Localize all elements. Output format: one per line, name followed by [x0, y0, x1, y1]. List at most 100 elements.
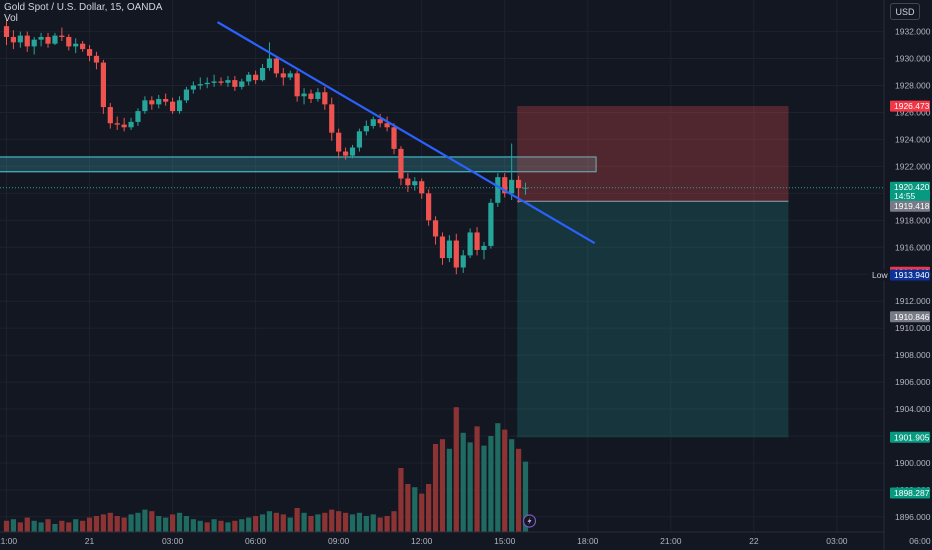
candle-body — [259, 67, 266, 81]
volume-bar — [453, 407, 459, 532]
volume-bar — [474, 426, 480, 532]
candle-body — [398, 148, 404, 179]
volume-bar — [426, 484, 432, 532]
volume-bar — [495, 423, 501, 532]
candle-body — [502, 177, 508, 194]
volume-bar — [266, 511, 273, 532]
candle-body — [467, 232, 473, 256]
candle-body — [239, 81, 245, 87]
trendline-layer[interactable] — [217, 21, 596, 245]
volume-bar — [211, 519, 217, 532]
candle-body — [342, 151, 349, 156]
candle-body — [377, 119, 383, 124]
candle-body — [329, 104, 335, 133]
volume-bar — [384, 516, 390, 532]
candle-body — [10, 36, 17, 43]
candle-body — [322, 92, 328, 105]
volume-bar — [363, 516, 369, 532]
candle-body — [17, 35, 23, 43]
volume-bar — [149, 511, 155, 532]
candle-body — [349, 147, 356, 156]
candle-body — [121, 124, 127, 128]
candle-body — [52, 35, 58, 44]
time-tick-label: 21 — [85, 536, 95, 546]
volume-bar — [142, 509, 148, 532]
candle-body — [384, 123, 390, 128]
price-tag-bg — [890, 487, 930, 499]
volume-bars — [3, 407, 529, 532]
volume-bar — [128, 514, 134, 532]
candle-body — [156, 98, 162, 105]
time-tick-label: 03:00 — [826, 536, 848, 546]
candle-body — [45, 36, 51, 44]
volume-bar — [121, 517, 127, 532]
stop-loss-zone — [517, 106, 789, 202]
candle-body — [59, 35, 65, 37]
candle-body — [204, 82, 210, 85]
price-tick-label: 1930.000 — [895, 54, 931, 64]
candle-body — [301, 93, 307, 97]
candle-body — [412, 181, 418, 186]
candle-body — [356, 131, 363, 148]
time-tick-label: 18:00 — [577, 536, 599, 546]
time-tick-label: 21:00 — [660, 536, 682, 546]
volume-label[interactable]: Vol — [4, 13, 18, 24]
price-tag-label: 1913.940 — [894, 270, 930, 280]
candle-body — [294, 73, 300, 97]
candle-body — [225, 80, 231, 83]
volume-bar — [377, 517, 383, 532]
volume-bar — [3, 520, 10, 532]
candle-body — [3, 26, 10, 37]
time-tick-label: 21:00 — [0, 536, 17, 546]
volume-bar — [412, 487, 418, 532]
time-tick-label: 03:00 — [162, 536, 184, 546]
volume-bar — [488, 436, 494, 532]
low-label-bg — [868, 269, 890, 281]
volume-bar — [315, 514, 321, 532]
symbol-title[interactable]: Gold Spot / U.S. Dollar, 15, OANDA — [4, 2, 163, 13]
volume-bar — [439, 439, 446, 532]
candle-body — [176, 100, 183, 112]
price-tick-label: 1910.000 — [895, 323, 931, 333]
candle-body — [509, 179, 515, 194]
volume-bar — [294, 508, 300, 532]
price-tag-countdown: 14:55 — [894, 191, 916, 201]
volume-bar — [301, 512, 307, 532]
candle-body — [253, 74, 259, 81]
volume-bar — [253, 516, 259, 532]
candle-body — [446, 240, 452, 259]
low-label: Low — [872, 270, 888, 280]
volume-bar — [405, 484, 411, 532]
candle-body — [183, 89, 190, 101]
currency-button[interactable]: USD — [890, 3, 920, 20]
price-tag-label: 1901.905 — [894, 432, 930, 442]
candle-body — [426, 193, 432, 221]
candle-body — [93, 55, 100, 63]
candle-body — [287, 73, 293, 78]
volume-bar — [522, 461, 529, 532]
volume-bar — [52, 524, 58, 532]
time-axis[interactable]: 21:00 21 03:00 06:00 09:00 12:00 15:00 18:00 21:… — [0, 531, 931, 546]
volume-bar — [432, 444, 439, 532]
volume-bar — [31, 520, 37, 532]
candle-body — [107, 107, 113, 124]
price-tick-label: 1922.000 — [895, 161, 931, 171]
price-tick-label: 1906.000 — [895, 377, 931, 387]
price-tag-bg — [890, 269, 930, 281]
candle-body — [38, 36, 44, 40]
candle-body — [370, 119, 376, 126]
time-tick-label: 15:00 — [494, 536, 516, 546]
price-tick-label: 1928.000 — [895, 80, 931, 90]
volume-bar — [163, 517, 169, 532]
price-tag-label: 1898.287 — [894, 488, 930, 498]
time-tick-label: 09:00 — [328, 536, 350, 546]
candle-body — [432, 220, 439, 237]
candle-body — [474, 232, 480, 250]
candle-body — [86, 49, 93, 56]
volume-bar — [59, 520, 65, 532]
volume-bar — [10, 519, 17, 532]
volume-bar — [176, 512, 183, 532]
price-tick-label: 1918.000 — [895, 215, 931, 225]
candle-body — [488, 202, 494, 246]
